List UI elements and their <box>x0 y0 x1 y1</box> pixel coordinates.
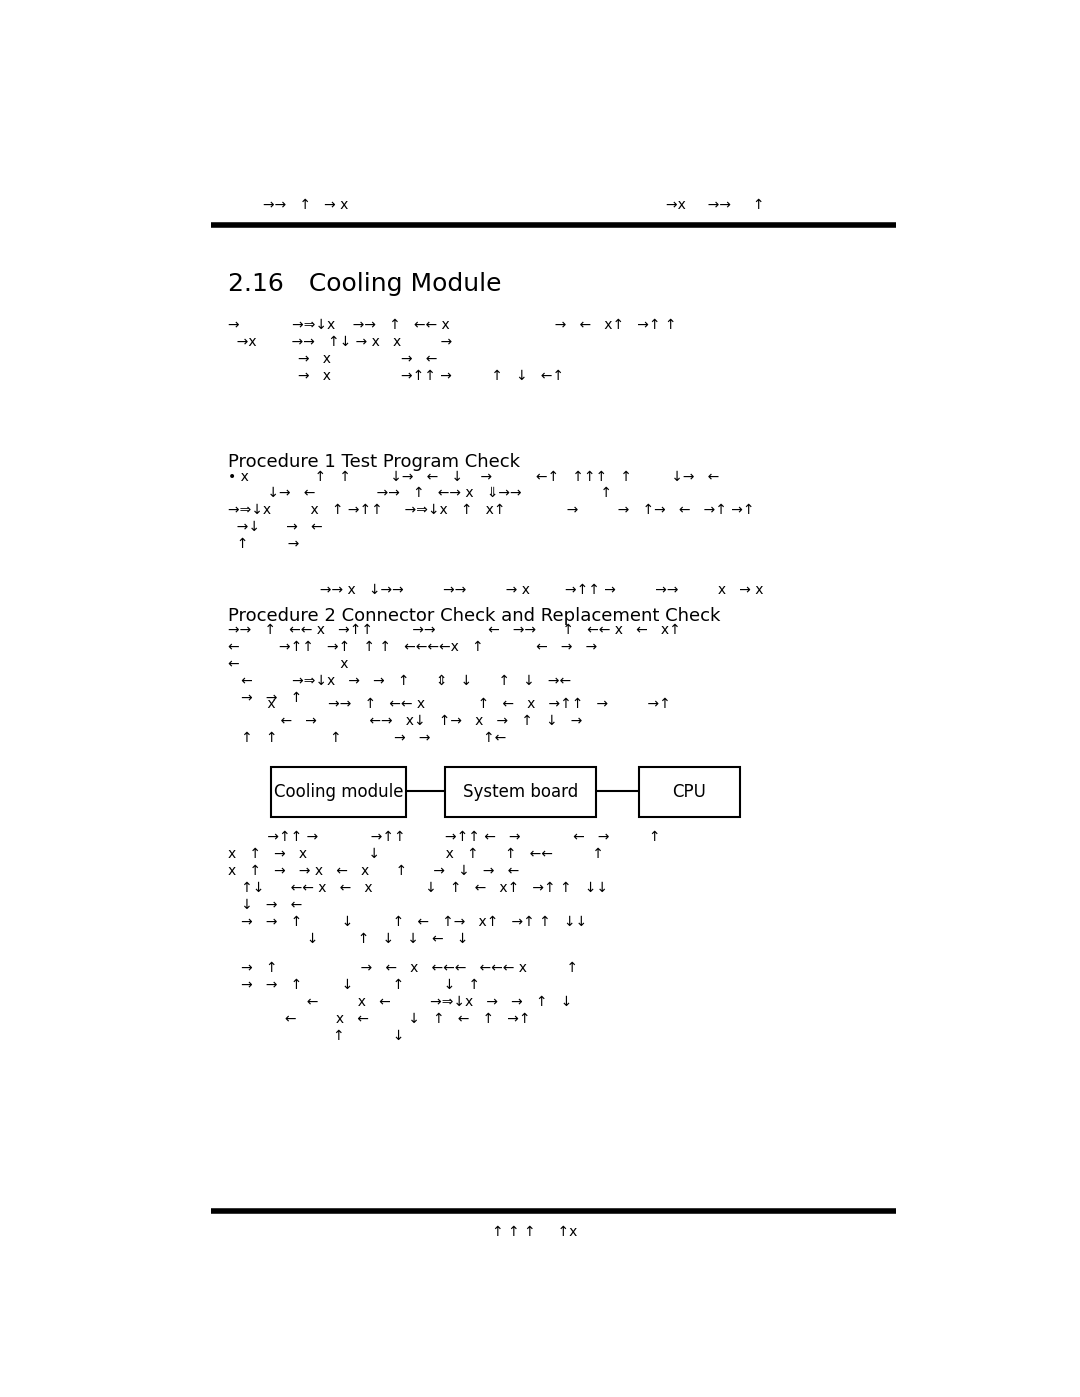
Text: →↓      →   ←: →↓ → ← <box>228 520 462 534</box>
Text: Procedure 2 Connector Check and Replacement Check: Procedure 2 Connector Check and Replacem… <box>228 606 720 624</box>
Text: System board: System board <box>463 782 578 800</box>
Text: ↑           ↓: ↑ ↓ <box>228 1028 404 1042</box>
Text: ↑         →: ↑ → <box>228 538 440 552</box>
Text: ↓   →   ←: ↓ → ← <box>228 898 486 912</box>
Text: →⇒↓x         x   ↑ →↑↑     →⇒↓x   ↑   x↑              →         →   ↑→   ←   →↑ : →⇒↓x x ↑ →↑↑ →⇒↓x ↑ x↑ → → ↑→ ← →↑ <box>228 503 755 517</box>
Text: →   x                →   ←: → x → ← <box>228 352 573 366</box>
Text: ↑↓      ←← x   ←   x            ↓   ↑   ←   x↑   →↑ ↑   ↓↓: ↑↓ ←← x ← x ↓ ↑ ← x↑ →↑ ↑ ↓↓ <box>228 880 608 894</box>
Text: →→ x   ↓→→         →→         → x        →↑↑ →         →→         x   → x: →→ x ↓→→ →→ → x →↑↑ → →→ x → x <box>228 584 764 598</box>
Text: 2.16 Cooling Module: 2.16 Cooling Module <box>228 271 501 296</box>
Text: x   ↑   →   x              ↓               x   ↑      ↑   ←←         ↑: x ↑ → x ↓ x ↑ ↑ ←← ↑ <box>228 847 604 861</box>
Text: ←                       x: ← x <box>228 658 349 672</box>
Text: ←         x   ←         →⇒↓x   →   →   ↑   ↓: ← x ← →⇒↓x → → ↑ ↓ <box>228 995 572 1009</box>
Text: ↑ ↑ ↑     ↑x: ↑ ↑ ↑ ↑x <box>491 1225 577 1239</box>
Text: ↓→   ←              →→   ↑   ←→ x   ⇓→→                  ↑: ↓→ ← →→ ↑ ←→ x ⇓→→ ↑ <box>228 486 612 500</box>
Text: ↓         ↑   ↓   ↓   ←   ↓: ↓ ↑ ↓ ↓ ← ↓ <box>228 932 469 946</box>
Text: ←   →            ←→   x↓   ↑→   x   →   ↑   ↓   →: ← → ←→ x↓ ↑→ x → ↑ ↓ → <box>228 714 622 728</box>
Text: →            →⇒↓x    →→   ↑   ←← x                        →   ←   x↑   →↑ ↑: → →⇒↓x →→ ↑ ←← x → ← x↑ →↑ ↑ <box>228 317 676 332</box>
Bar <box>445 767 596 817</box>
Text: ←         →⇒↓x   →   →   ↑      ⇕   ↓      ↑   ↓   →←: ← →⇒↓x → → ↑ ⇕ ↓ ↑ ↓ →← <box>228 675 571 689</box>
Text: →x     →→     ↑: →x →→ ↑ <box>666 198 765 212</box>
Text: →   →   ↑         ↓         ↑   ←   ↑→   x↑   →↑ ↑   ↓↓: → → ↑ ↓ ↑ ← ↑→ x↑ →↑ ↑ ↓↓ <box>228 915 588 929</box>
Text: x   ↑   →   → x   ←   x      ↑      →   ↓   →   ←: x ↑ → → x ← x ↑ → ↓ → ← <box>228 863 585 877</box>
Text: x            →→   ↑   ←← x            ↑   ←   x   →↑↑   →         →↑: x →→ ↑ ←← x ↑ ← x →↑↑ → →↑ <box>228 697 671 711</box>
Text: ↑   ↑            ↑            →   →            ↑←: ↑ ↑ ↑ → → ↑← <box>228 731 507 745</box>
Text: ←         →↑↑   →↑   ↑ ↑   ←←←←x   ↑            ←   →   →: ← →↑↑ →↑ ↑ ↑ ←←←←x ↑ ← → → <box>228 640 597 654</box>
Bar <box>638 767 740 817</box>
Text: →x        →→   ↑↓ → x   x         →: →x →→ ↑↓ → x x → <box>228 335 583 349</box>
Text: CPU: CPU <box>672 782 706 800</box>
Text: Cooling module: Cooling module <box>273 782 403 800</box>
Text: • x               ↑   ↑         ↓→   ←   ↓    →          ←↑   ↑↑↑   ↑         ↓→: • x ↑ ↑ ↓→ ← ↓ → ←↑ ↑↑↑ ↑ ↓→ <box>228 469 719 483</box>
Text: →   →   ↑         ↓         ↑         ↓   ↑: → → ↑ ↓ ↑ ↓ ↑ <box>228 978 480 992</box>
Text: Procedure 1 Test Program Check: Procedure 1 Test Program Check <box>228 453 519 471</box>
Text: ←         x   ←         ↓   ↑   ←   ↑   →↑: ← x ← ↓ ↑ ← ↑ →↑ <box>228 1011 530 1025</box>
Text: →→   ↑   → x: →→ ↑ → x <box>262 198 348 212</box>
Text: →   ↑                   →   ←   x   ←←←   ←←← x         ↑: → ↑ → ← x ←←← ←←← x ↑ <box>228 961 578 975</box>
Text: →   →   ↑: → → ↑ <box>228 692 302 705</box>
Text: →   x                →↑↑ →         ↑   ↓   ←↑: → x →↑↑ → ↑ ↓ ←↑ <box>228 369 604 383</box>
Text: →↑↑ →            →↑↑         →↑↑ ←   →            ←   →         ↑: →↑↑ → →↑↑ →↑↑ ← → ← → ↑ <box>228 830 661 844</box>
Text: →→   ↑   ←← x   →↑↑         →→            ←   →→      ↑   ←← x   ←   x↑: →→ ↑ ←← x →↑↑ →→ ← →→ ↑ ←← x ← x↑ <box>228 623 680 637</box>
Bar <box>271 767 406 817</box>
